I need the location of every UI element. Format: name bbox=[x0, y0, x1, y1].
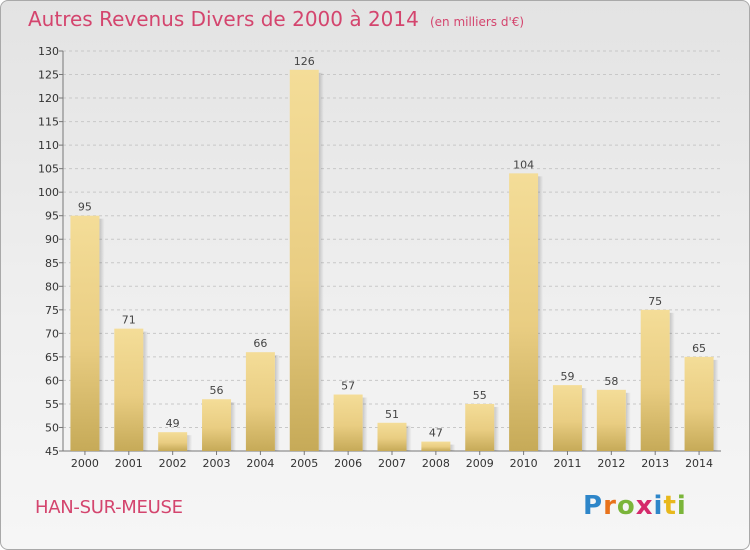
data-label-2010: 104 bbox=[513, 158, 534, 171]
data-label-2011: 59 bbox=[560, 370, 574, 383]
x-tick-label: 2007 bbox=[378, 457, 406, 470]
y-tick-label: 45 bbox=[45, 445, 59, 458]
bar-2014 bbox=[684, 356, 714, 451]
bar-shadow bbox=[625, 392, 631, 451]
x-tick-label: 2001 bbox=[115, 457, 143, 470]
x-tick-label: 2010 bbox=[510, 457, 538, 470]
y-tick-label: 105 bbox=[38, 163, 59, 176]
bar-2013 bbox=[640, 309, 670, 451]
x-tick-label: 2000 bbox=[71, 457, 99, 470]
y-tick-label: 90 bbox=[45, 233, 59, 246]
bar-2011 bbox=[552, 385, 582, 451]
x-tick-label: 2013 bbox=[641, 457, 669, 470]
bar-2000 bbox=[70, 215, 100, 451]
x-tick-label: 2003 bbox=[203, 457, 231, 470]
data-label-2000: 95 bbox=[78, 201, 92, 214]
y-tick-label: 50 bbox=[45, 421, 59, 434]
y-tick-label: 85 bbox=[45, 257, 59, 270]
bar-2008 bbox=[421, 441, 451, 451]
data-label-2003: 56 bbox=[210, 384, 224, 397]
data-label-2009: 55 bbox=[473, 389, 487, 402]
bar-shadow bbox=[494, 406, 500, 451]
x-tick-label: 2014 bbox=[685, 457, 713, 470]
x-tick-label: 2012 bbox=[597, 457, 625, 470]
data-label-2004: 66 bbox=[253, 337, 267, 350]
y-tick-label: 130 bbox=[38, 45, 59, 58]
data-label-2014: 65 bbox=[692, 342, 706, 355]
bar-shadow bbox=[581, 388, 587, 451]
bar-2012 bbox=[596, 389, 626, 451]
bar-2001 bbox=[114, 328, 144, 451]
bar-shadow bbox=[274, 355, 280, 451]
bar-layer bbox=[70, 69, 719, 451]
axis-layer: 45 50 55 60 65 70 75 80 85 90 95 100 105 110 115 120 125… bbox=[38, 45, 721, 470]
data-label-2013: 75 bbox=[648, 295, 662, 308]
y-tick-label: 55 bbox=[45, 398, 59, 411]
bar-2007 bbox=[377, 422, 407, 451]
bar-shadow bbox=[538, 176, 544, 451]
data-label-2002: 49 bbox=[166, 417, 180, 430]
y-tick-label: 125 bbox=[38, 69, 59, 82]
commune-name: HAN-SUR-MEUSE bbox=[35, 497, 183, 518]
x-tick-label: 2006 bbox=[334, 457, 362, 470]
data-label-2008: 47 bbox=[429, 427, 443, 440]
bar-shadow bbox=[143, 331, 149, 451]
bar-shadow bbox=[406, 425, 412, 451]
y-tick-label: 70 bbox=[45, 327, 59, 340]
y-tick-label: 75 bbox=[45, 304, 59, 317]
chart-title: Autres Revenus Divers de 2000 à 2014 bbox=[28, 7, 419, 31]
x-tick-label: 2002 bbox=[159, 457, 187, 470]
x-tick-label: 2004 bbox=[246, 457, 274, 470]
y-tick-label: 65 bbox=[45, 351, 59, 364]
bar-shadow bbox=[669, 312, 675, 451]
bar-shadow bbox=[99, 218, 105, 451]
chart-title-row: Autres Revenus Divers de 2000 à 2014 (en… bbox=[28, 7, 524, 31]
data-label-2005: 126 bbox=[294, 55, 315, 68]
y-tick-label: 80 bbox=[45, 280, 59, 293]
y-tick-label: 60 bbox=[45, 374, 59, 387]
y-tick-label: 110 bbox=[38, 139, 59, 152]
y-tick-label: 95 bbox=[45, 210, 59, 223]
bar-shadow bbox=[231, 402, 237, 451]
y-tick-label: 100 bbox=[38, 186, 59, 199]
data-label-2012: 58 bbox=[604, 375, 618, 388]
y-tick-label: 120 bbox=[38, 92, 59, 105]
chart-unit: (en milliers d'€) bbox=[429, 15, 525, 29]
data-label-2001: 71 bbox=[122, 314, 136, 327]
label-layer: 95 71 49 56 66 126 57 51 47 55 104 59 58 75 65 bbox=[78, 55, 706, 440]
bar-2003 bbox=[202, 399, 232, 451]
bar-2009 bbox=[465, 403, 495, 451]
y-tick-label: 115 bbox=[38, 116, 59, 129]
x-tick-label: 2009 bbox=[466, 457, 494, 470]
bar-shadow bbox=[450, 444, 456, 451]
bar-shadow bbox=[187, 435, 193, 451]
x-tick-label: 2011 bbox=[553, 457, 581, 470]
bar-2010 bbox=[509, 173, 539, 451]
bar-2002 bbox=[158, 432, 188, 451]
data-label-2006: 57 bbox=[341, 380, 355, 393]
x-tick-label: 2005 bbox=[290, 457, 318, 470]
proxiti-logo[interactable]: Proxiti bbox=[583, 491, 687, 521]
bar-shadow bbox=[713, 359, 719, 451]
data-label-2007: 51 bbox=[385, 408, 399, 421]
x-tick-label: 2008 bbox=[422, 457, 450, 470]
bar-shadow bbox=[362, 397, 368, 451]
bar-2005 bbox=[289, 69, 319, 451]
bar-2004 bbox=[245, 352, 275, 451]
bar-shadow bbox=[318, 72, 324, 451]
bar-2006 bbox=[333, 394, 363, 451]
